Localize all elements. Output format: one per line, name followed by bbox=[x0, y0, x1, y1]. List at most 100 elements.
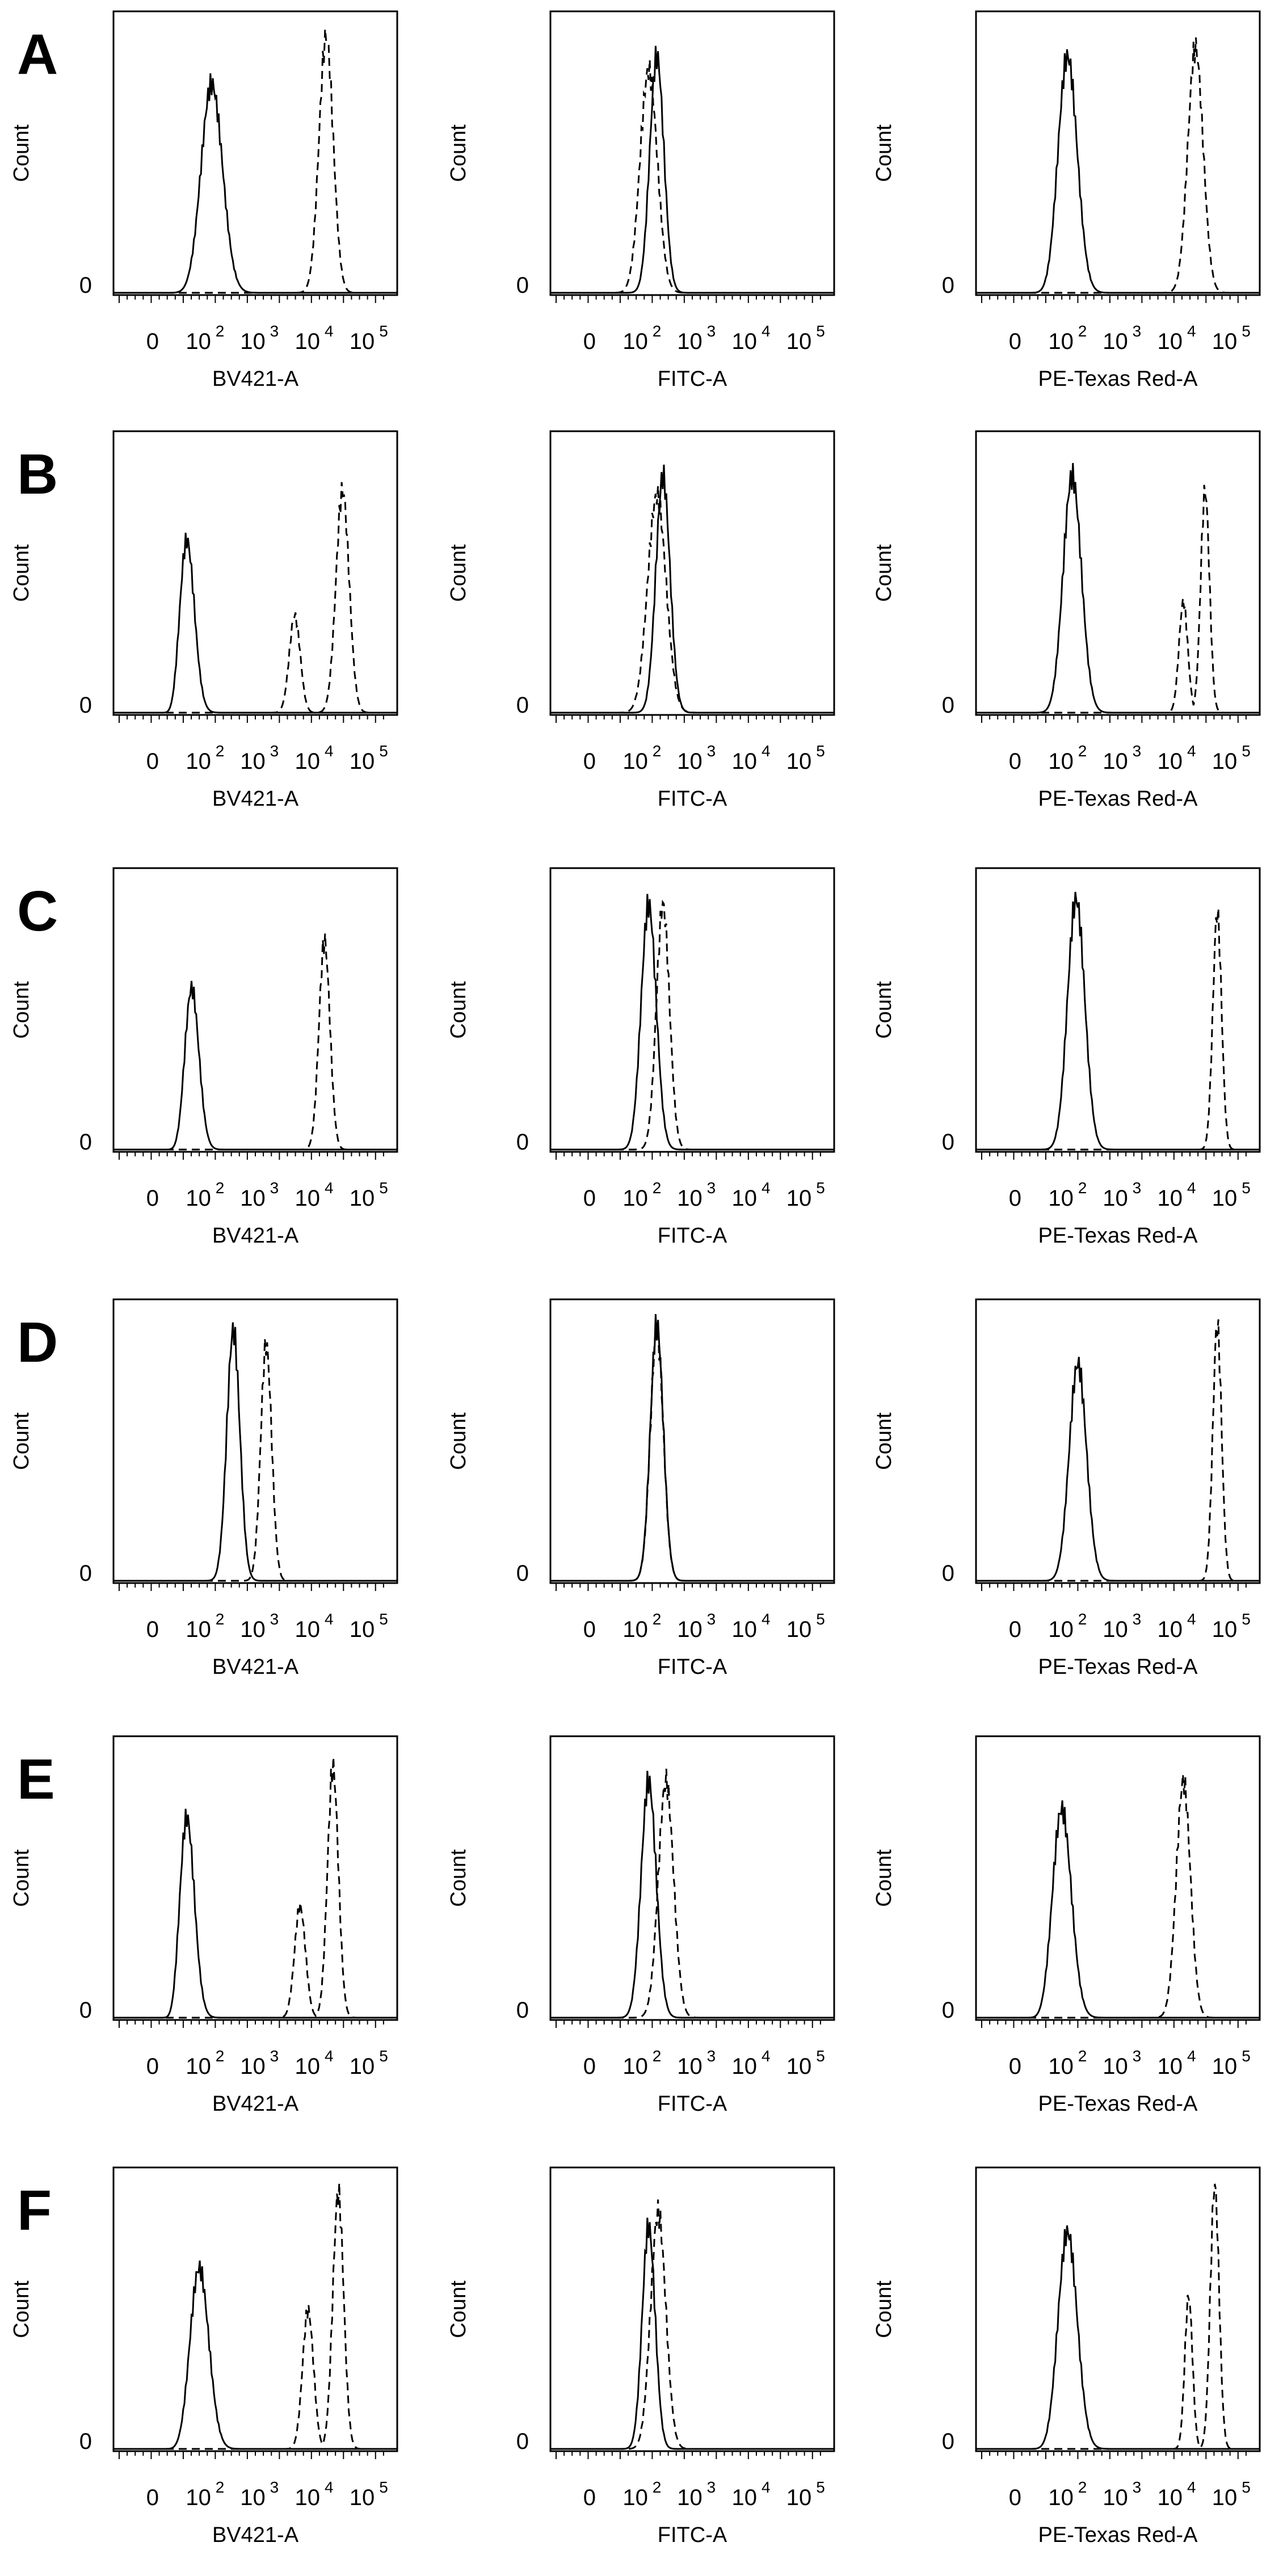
x-axis-label: PE-Texas Red-A bbox=[1038, 1655, 1198, 1679]
x-axis-label: PE-Texas Red-A bbox=[1038, 787, 1198, 811]
x-tick-exponent: 4 bbox=[1187, 1610, 1196, 1628]
x-tick-exponent: 4 bbox=[762, 742, 771, 760]
x-tick-label: 0 bbox=[583, 1186, 596, 1211]
y-axis-label: Count bbox=[872, 124, 896, 182]
x-tick-exponent: 2 bbox=[216, 742, 225, 760]
x-tick-exponent: 3 bbox=[1133, 1610, 1142, 1628]
dashed-histogram-line bbox=[550, 2199, 834, 2450]
y-axis-label: Count bbox=[447, 1849, 470, 1907]
x-axis-label: FITC-A bbox=[658, 1224, 727, 1248]
x-tick-exponent: 2 bbox=[1078, 1179, 1087, 1197]
x-tick-exponent: 4 bbox=[325, 2047, 334, 2065]
y-axis-label: Count bbox=[872, 2280, 896, 2338]
x-tick-label: 10 bbox=[1103, 2054, 1128, 2079]
panel-letter: B bbox=[17, 443, 58, 506]
x-tick-exponent: 4 bbox=[762, 322, 771, 340]
x-tick-exponent: 5 bbox=[816, 1179, 825, 1197]
x-tick-exponent: 2 bbox=[653, 742, 662, 760]
y-tick-label: 0 bbox=[79, 2429, 92, 2454]
y-tick-label: 0 bbox=[516, 1998, 529, 2023]
x-tick-label: 10 bbox=[1103, 1617, 1128, 1642]
y-axis-label: Count bbox=[447, 981, 470, 1039]
x-tick-exponent: 4 bbox=[762, 1610, 771, 1628]
plot-frame bbox=[549, 10, 835, 296]
plot-frame bbox=[975, 430, 1261, 716]
x-tick-label: 0 bbox=[1009, 2485, 1021, 2510]
x-tick-exponent: 5 bbox=[1242, 322, 1251, 340]
x-tick-exponent: 4 bbox=[325, 1610, 334, 1628]
x-axis-label: PE-Texas Red-A bbox=[1038, 367, 1198, 391]
dashed-histogram-line bbox=[976, 485, 1260, 714]
x-tick-exponent: 3 bbox=[707, 1179, 716, 1197]
plot-frame bbox=[112, 2166, 398, 2452]
solid-histogram-line bbox=[976, 49, 1260, 294]
x-tick-label: 10 bbox=[622, 2485, 648, 2510]
x-tick-label: 10 bbox=[677, 2054, 703, 2079]
x-tick-label: 10 bbox=[1158, 1186, 1183, 1211]
panel-letter: E bbox=[17, 1748, 55, 1811]
x-tick-label: 0 bbox=[146, 2485, 159, 2510]
solid-histogram-line bbox=[550, 894, 834, 1151]
dashed-histogram-line bbox=[550, 899, 834, 1151]
y-tick-label: 0 bbox=[516, 273, 529, 298]
x-tick-label: 10 bbox=[786, 1617, 812, 1642]
x-tick-exponent: 2 bbox=[1078, 2478, 1087, 2496]
y-axis-label: Count bbox=[872, 1412, 896, 1470]
x-tick-label: 10 bbox=[732, 2485, 758, 2510]
x-tick-exponent: 4 bbox=[1187, 2478, 1196, 2496]
y-tick-label: 0 bbox=[79, 1130, 92, 1155]
solid-histogram-line bbox=[113, 980, 397, 1151]
plot-frame bbox=[975, 1735, 1261, 2021]
solid-histogram-line bbox=[976, 1357, 1260, 1582]
x-tick-label: 10 bbox=[1212, 2485, 1238, 2510]
x-tick-exponent: 5 bbox=[816, 2047, 825, 2065]
y-axis-label: Count bbox=[10, 544, 33, 602]
x-tick-label: 0 bbox=[146, 749, 159, 774]
x-tick-label: 10 bbox=[240, 1617, 266, 1642]
y-tick-label: 0 bbox=[942, 273, 954, 298]
x-tick-label: 0 bbox=[1009, 2054, 1021, 2079]
x-tick-label: 10 bbox=[240, 329, 266, 354]
x-tick-exponent: 2 bbox=[1078, 2047, 1087, 2065]
y-tick-label: 0 bbox=[942, 1561, 954, 1586]
x-tick-exponent: 4 bbox=[325, 322, 334, 340]
x-axis-label: BV421-A bbox=[212, 2092, 299, 2116]
x-axis-label: FITC-A bbox=[658, 367, 727, 391]
x-tick-label: 10 bbox=[295, 2485, 321, 2510]
solid-histogram-line bbox=[113, 1322, 397, 1582]
x-tick-label: 10 bbox=[1048, 2485, 1074, 2510]
x-tick-exponent: 3 bbox=[707, 322, 716, 340]
plot-frame bbox=[549, 867, 835, 1153]
dashed-histogram-line bbox=[550, 1769, 834, 2019]
x-tick-exponent: 5 bbox=[1242, 2047, 1251, 2065]
x-tick-exponent: 3 bbox=[270, 742, 279, 760]
x-tick-exponent: 2 bbox=[216, 2047, 225, 2065]
x-tick-exponent: 2 bbox=[653, 2047, 662, 2065]
x-tick-exponent: 4 bbox=[325, 742, 334, 760]
x-axis-label: FITC-A bbox=[658, 787, 727, 811]
x-tick-exponent: 5 bbox=[379, 2478, 388, 2496]
dashed-histogram-line bbox=[113, 933, 397, 1151]
x-tick-label: 10 bbox=[677, 2485, 703, 2510]
x-tick-label: 10 bbox=[732, 749, 758, 774]
x-tick-label: 10 bbox=[240, 2054, 266, 2079]
dashed-histogram-line bbox=[113, 482, 397, 714]
solid-histogram-line bbox=[550, 45, 834, 294]
y-tick-label: 0 bbox=[942, 1130, 954, 1155]
plot-frame bbox=[975, 1298, 1261, 1584]
solid-histogram-line bbox=[550, 2217, 834, 2450]
x-tick-label: 0 bbox=[146, 2054, 159, 2079]
x-tick-label: 10 bbox=[186, 2485, 211, 2510]
x-tick-exponent: 5 bbox=[1242, 1179, 1251, 1197]
x-tick-label: 10 bbox=[350, 2054, 375, 2079]
dashed-histogram-line bbox=[113, 1338, 397, 1582]
